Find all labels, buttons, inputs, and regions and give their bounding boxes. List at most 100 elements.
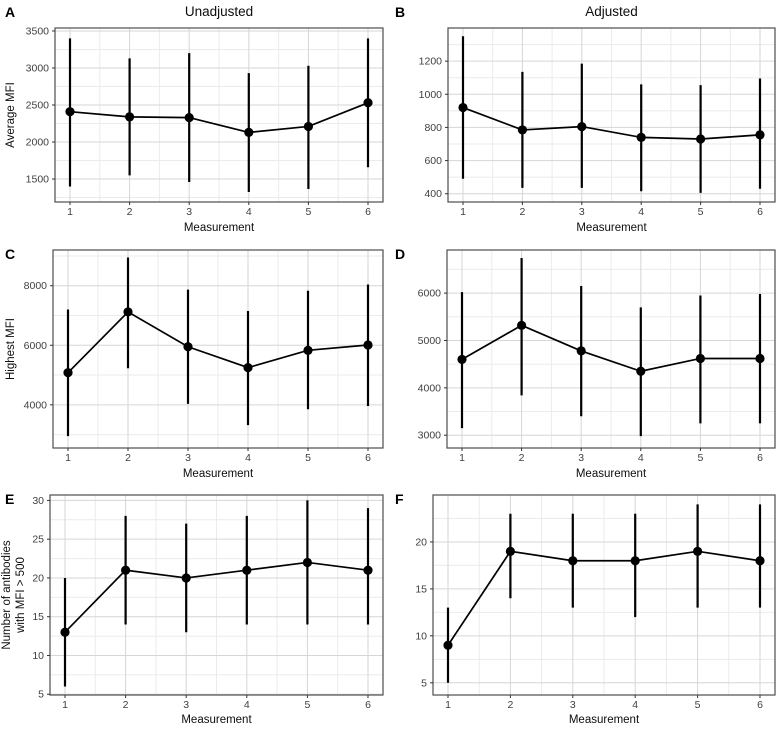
x-tick-label: 4 bbox=[638, 206, 644, 218]
data-point bbox=[695, 353, 705, 364]
data-point bbox=[63, 368, 73, 378]
panel-D: 3000 4000 5000 6000 1 2 3 4 5 6 Measurement D bbox=[390, 243, 780, 486]
x-tick-label: 4 bbox=[244, 699, 250, 711]
series-line bbox=[447, 550, 761, 646]
y-tick-label: 6000 bbox=[24, 340, 48, 352]
y-tick-label: 4000 bbox=[418, 382, 442, 394]
data-point bbox=[302, 557, 312, 568]
y-axis-title: Number of antibodies bbox=[1, 540, 13, 650]
x-tick-label: 4 bbox=[638, 452, 644, 464]
panel-D-chart: 3000 4000 5000 6000 1 2 3 4 5 6 Measurement D bbox=[395, 246, 776, 480]
x-tick-label: 2 bbox=[519, 206, 525, 218]
column-title: Unadjusted bbox=[185, 4, 253, 19]
y-axis-title: with MFI > 500 bbox=[15, 557, 27, 634]
panel-letter: B bbox=[395, 4, 405, 20]
x-tick-label: 1 bbox=[459, 452, 465, 464]
y-tick-label: 20 bbox=[32, 572, 44, 584]
x-tick-label: 3 bbox=[579, 206, 585, 218]
data-point bbox=[517, 320, 527, 330]
y-tick-label: 5000 bbox=[418, 335, 442, 347]
x-tick-label: 6 bbox=[365, 699, 371, 711]
panel-E: 5 10 15 20 25 30 1 2 3 4 5 6 Measurement Number of an… bbox=[0, 486, 390, 730]
x-tick-label: 1 bbox=[62, 699, 68, 711]
data-point bbox=[517, 125, 527, 135]
data-point bbox=[60, 627, 70, 637]
data-point bbox=[244, 127, 254, 137]
data-point bbox=[577, 122, 587, 132]
x-tick-label: 5 bbox=[304, 699, 310, 711]
x-tick-label: 3 bbox=[570, 699, 576, 711]
series-line bbox=[462, 106, 761, 140]
data-point bbox=[568, 556, 578, 566]
data-point bbox=[755, 130, 765, 140]
data-point bbox=[443, 640, 453, 650]
series-line bbox=[69, 101, 369, 134]
data-point bbox=[303, 345, 313, 355]
data-point bbox=[755, 556, 765, 566]
data-point bbox=[184, 112, 194, 123]
data-point bbox=[696, 134, 706, 144]
data-point bbox=[65, 107, 75, 117]
x-axis-title: Measurement bbox=[183, 468, 254, 480]
panel-F-chart: 5 10 15 20 1 2 3 4 5 6 Measurement F bbox=[395, 491, 776, 726]
y-tick-label: 4000 bbox=[24, 399, 48, 411]
y-tick-label: 2500 bbox=[26, 100, 50, 112]
x-tick-label: 2 bbox=[507, 699, 513, 711]
data-point bbox=[303, 121, 313, 132]
x-tick-label: 2 bbox=[127, 206, 133, 218]
y-tick-label: 400 bbox=[424, 188, 442, 200]
y-tick-label: 5 bbox=[421, 677, 427, 689]
x-tick-label: 4 bbox=[246, 206, 252, 218]
x-axis-title: Measurement bbox=[181, 714, 252, 726]
panel-B-chart: 400 600 800 1000 1200 1 2 3 4 5 6 Measurement Adjust… bbox=[395, 4, 776, 234]
data-point bbox=[123, 307, 133, 317]
panel-letter: F bbox=[395, 491, 404, 507]
x-axis-title: Measurement bbox=[184, 222, 255, 234]
panel-letter: C bbox=[5, 246, 15, 262]
y-tick-label: 3000 bbox=[26, 62, 50, 74]
data-point bbox=[636, 132, 646, 142]
panel-border bbox=[54, 27, 384, 203]
y-tick-label: 1200 bbox=[419, 56, 443, 68]
y-tick-label: 6000 bbox=[418, 288, 442, 300]
x-tick-label: 5 bbox=[698, 206, 704, 218]
x-tick-label: 6 bbox=[757, 452, 763, 464]
data-point bbox=[458, 102, 468, 113]
y-tick-label: 5 bbox=[38, 689, 44, 701]
x-axis-title: Measurement bbox=[576, 468, 647, 480]
x-axis-title: Measurement bbox=[576, 222, 647, 234]
x-tick-label: 4 bbox=[632, 699, 638, 711]
panel-B: 400 600 800 1000 1200 1 2 3 4 5 6 Measurement Adjust… bbox=[390, 0, 780, 243]
x-tick-label: 3 bbox=[185, 452, 191, 464]
x-tick-label: 5 bbox=[697, 452, 703, 464]
data-point bbox=[505, 546, 515, 556]
data-point bbox=[576, 346, 586, 356]
x-tick-label: 6 bbox=[757, 206, 763, 218]
panel-F: 5 10 15 20 1 2 3 4 5 6 Measurement F bbox=[390, 486, 780, 730]
data-point bbox=[630, 556, 640, 566]
y-tick-label: 30 bbox=[32, 495, 44, 507]
series-line bbox=[64, 561, 369, 633]
y-tick-label: 15 bbox=[32, 611, 44, 623]
y-tick-label: 10 bbox=[415, 630, 427, 642]
panel-C-chart: 4000 6000 8000 1 2 3 4 5 6 Measurement Highest MFI… bbox=[5, 246, 384, 480]
panel-letter: A bbox=[5, 4, 15, 20]
data-point bbox=[693, 546, 703, 556]
data-point bbox=[457, 354, 467, 365]
y-tick-label: 20 bbox=[415, 536, 427, 548]
y-tick-label: 1500 bbox=[26, 174, 50, 186]
y-tick-label: 3500 bbox=[26, 25, 50, 37]
x-tick-label: 4 bbox=[245, 452, 251, 464]
series-line bbox=[67, 310, 369, 374]
y-axis-title: Highest MFI bbox=[5, 318, 17, 380]
y-tick-label: 10 bbox=[32, 650, 44, 662]
x-tick-label: 1 bbox=[65, 452, 71, 464]
x-tick-label: 1 bbox=[67, 206, 73, 218]
x-tick-label: 6 bbox=[365, 452, 371, 464]
panel-border bbox=[432, 494, 776, 696]
x-tick-label: 6 bbox=[365, 206, 371, 218]
panel-border bbox=[52, 249, 384, 449]
panel-border bbox=[49, 494, 384, 696]
panel-A: 1500 2000 2500 3000 3500 1 2 3 4 5 6 Measurement Ave… bbox=[0, 0, 390, 243]
